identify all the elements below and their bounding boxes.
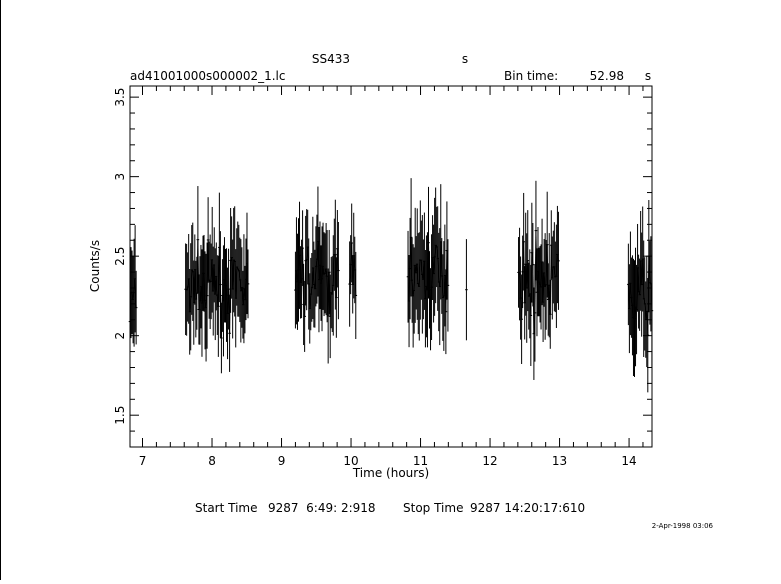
window-left-edge [0,0,1,580]
data-link [536,231,537,293]
start-time-value: 9287 6:49: 2:918 [268,501,376,515]
stop-time-label: Stop Time [403,501,463,515]
data-link [555,276,556,277]
x-axis-label: Time (hours) [352,466,429,480]
data-link [650,283,651,284]
x-tick-label: 8 [208,454,216,468]
start-time-label: Start Time [195,501,258,515]
bin-time-units: s [645,69,651,83]
y-tick-label: 3 [113,173,127,181]
x-tick-label: 7 [139,454,147,468]
y-tick-label: 2 [113,332,127,340]
data-link [303,248,304,304]
data-link [324,273,325,274]
y-tick-label: 3.5 [113,88,127,107]
plot-timestamp: 2-Apr-1998 03:06 [652,522,714,530]
bin-time-value: 52.98 [590,69,624,83]
data-link [305,261,306,317]
data-link [648,256,649,335]
source-units: s [462,52,468,66]
x-tick-label: 13 [552,454,567,468]
bin-time-label: Bin time: [504,69,558,83]
y-tick-label: 2.5 [113,247,127,266]
data-link [198,240,199,310]
y-tick-label: 1.5 [113,406,127,425]
file-name: ad41001000s000002_1.lc [130,69,286,83]
data-link [531,253,532,316]
data-series [129,178,653,392]
chart-title: SS433 [312,52,350,66]
y-axis-tick-labels: 1.5 2 2.5 3 3.5 [113,88,127,425]
data-link [533,265,534,334]
y-axis-label: Counts/s [88,240,102,292]
stop-time-value: 9287 14:20:17:610 [470,501,585,515]
x-tick-label: 14 [621,454,636,468]
x-tick-label: 9 [278,454,286,468]
x-tick-label: 12 [482,454,497,468]
data-link [230,260,231,333]
